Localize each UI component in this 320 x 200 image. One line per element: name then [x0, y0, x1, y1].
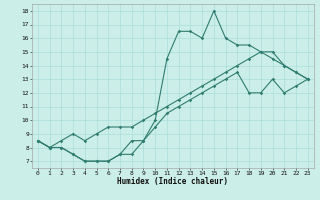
X-axis label: Humidex (Indice chaleur): Humidex (Indice chaleur)	[117, 177, 228, 186]
